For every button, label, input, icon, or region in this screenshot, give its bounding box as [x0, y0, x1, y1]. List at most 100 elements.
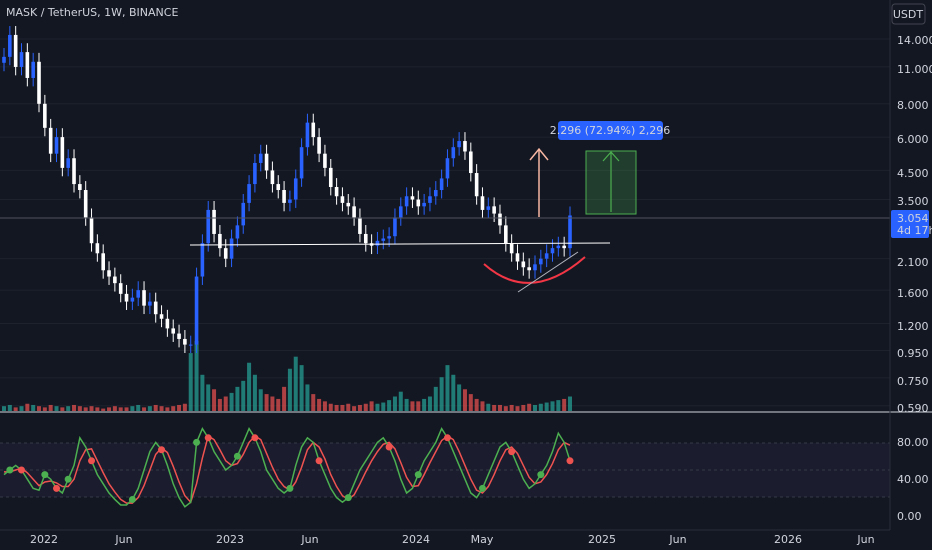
volume-bar: [451, 374, 456, 411]
time-axis[interactable]: 2022 Jun 2023 Jun 2024 May 2025 Jun 2026…: [0, 529, 890, 546]
candle-body: [299, 147, 304, 179]
volume-bar: [492, 404, 497, 411]
candle-body: [439, 178, 444, 191]
volume-bar: [357, 404, 362, 411]
volume-bar: [142, 407, 147, 411]
candle-body: [113, 276, 117, 284]
volume-bar: [171, 406, 176, 411]
candle-body: [48, 127, 53, 154]
volume-bar: [527, 403, 532, 411]
volume-bar: [457, 384, 462, 411]
volume-bar: [392, 396, 397, 411]
drawing-annotations[interactable]: 2.296 (72.94%) 2,296: [0, 121, 890, 293]
candle-body: [363, 233, 368, 244]
volume-bar: [66, 406, 71, 411]
candle-body: [253, 162, 257, 185]
price-axis[interactable]: USDT 14.000 11.000 8.000 6.000 4.500 3.5…: [889, 0, 932, 530]
volume-bar: [72, 404, 77, 411]
candle-body: [311, 122, 316, 138]
support-line[interactable]: [189, 242, 611, 246]
candle-body: [188, 344, 193, 346]
volume-bar: [509, 404, 514, 411]
measure-label[interactable]: 2.296 (72.94%) 2,296: [550, 121, 671, 140]
candle-body: [165, 318, 170, 329]
candle-body: [171, 328, 176, 334]
candle-body: [305, 122, 310, 148]
candle-body: [480, 196, 485, 210]
volume-bar: [264, 394, 269, 411]
up-arrow[interactable]: [529, 147, 549, 217]
osc-tick: 40.00: [897, 473, 929, 486]
price-tick: 0.750: [897, 375, 929, 388]
candle-body: [258, 153, 263, 163]
candle-body: [159, 314, 164, 319]
candle-body: [8, 34, 12, 57]
candle-body: [504, 225, 508, 244]
volume-bar: [556, 400, 561, 411]
candle-body: [72, 158, 76, 185]
candle-body: [200, 243, 205, 277]
volume-bar: [241, 380, 246, 411]
volume-bar: [147, 406, 152, 411]
price-tick: 4.500: [897, 167, 929, 180]
candle-body: [212, 209, 216, 234]
osc-cross-dot: [18, 466, 26, 474]
osc-cross-dot: [286, 484, 294, 492]
volume-bar: [223, 396, 228, 411]
currency-button[interactable]: USDT: [891, 3, 926, 25]
price-tick: 6.000: [897, 133, 929, 146]
volume-bar: [317, 398, 322, 411]
time-tick: May: [471, 533, 494, 546]
candle-body: [323, 153, 327, 168]
volume-bar: [89, 406, 94, 411]
price-tick: 3.500: [897, 195, 929, 208]
volume-bar: [188, 353, 193, 411]
volume-bar: [433, 386, 438, 411]
last-price-badge: 3.054 4d 17h: [891, 210, 932, 238]
time-tick: 2024: [402, 533, 430, 546]
volume-bar: [83, 407, 88, 411]
candle-body: [422, 202, 426, 207]
time-tick: Jun: [856, 533, 874, 546]
volume-bar: [258, 389, 263, 411]
volume-bar: [136, 404, 141, 411]
candle-body: [527, 267, 531, 271]
volume-bar: [322, 401, 327, 411]
candle-body: [78, 184, 82, 191]
volume-bar: [182, 403, 187, 411]
volume-bar: [124, 407, 129, 411]
osc-tick: 80.00: [897, 436, 929, 449]
volume-bar: [252, 374, 257, 411]
osc-cross-dot: [478, 484, 486, 492]
osc-cross-dot: [88, 457, 96, 465]
volume-bar: [363, 403, 368, 411]
symbol-title: MASK / TetherUS, 1W, BINANCE: [6, 6, 178, 19]
osc-cross-dot: [41, 471, 49, 479]
candle-body: [25, 52, 30, 78]
candle-body: [31, 61, 35, 78]
volume-bar: [293, 356, 298, 411]
target-box[interactable]: [585, 150, 637, 215]
time-tick: 2026: [774, 533, 802, 546]
candle-body: [492, 206, 496, 214]
candle-body: [107, 270, 111, 277]
candle-body: [375, 240, 380, 246]
volume-bar: [165, 407, 170, 411]
candle-body: [550, 248, 555, 254]
volume-bar: [305, 384, 310, 411]
volume-bar: [235, 386, 240, 411]
time-tick: 2022: [30, 533, 58, 546]
candle-body: [223, 248, 228, 259]
candle-body: [270, 170, 275, 185]
volume-bar: [521, 404, 526, 411]
candle-body: [118, 283, 123, 294]
rising-trendline[interactable]: [517, 251, 579, 293]
volume-bar: [439, 377, 444, 411]
price-candles[interactable]: [2, 26, 572, 354]
price-tick: 2.100: [897, 256, 929, 269]
volume-bar: [282, 386, 287, 411]
last-price-countdown: 4d 17h: [897, 224, 932, 237]
candle-body: [218, 233, 222, 249]
